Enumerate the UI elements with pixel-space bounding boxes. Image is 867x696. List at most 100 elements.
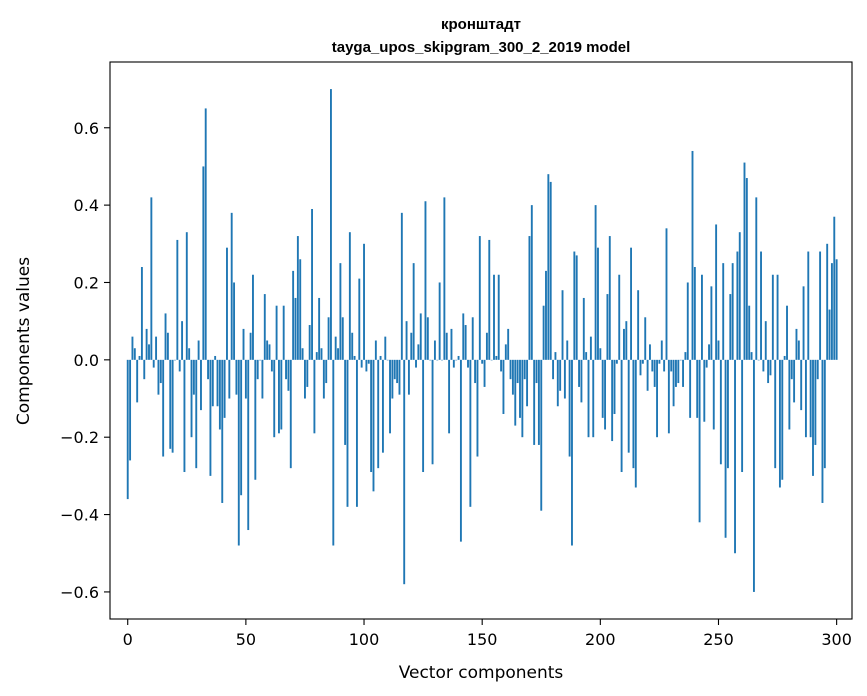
bar [812, 359, 814, 476]
bar [504, 344, 507, 360]
bar [611, 359, 614, 442]
bar [148, 344, 150, 360]
bar [582, 297, 585, 360]
bar [734, 359, 736, 554]
bar [606, 294, 609, 360]
bar [804, 359, 807, 438]
bar [301, 348, 304, 360]
bar [344, 359, 347, 445]
bar [417, 344, 420, 360]
plot-frame [109, 61, 853, 620]
bar [176, 239, 179, 360]
y-tick-label: 0.4 [74, 196, 99, 215]
bar [800, 359, 803, 411]
bar [313, 359, 316, 434]
bar [209, 359, 212, 476]
bar [547, 174, 550, 360]
bar [377, 359, 380, 469]
bar [528, 236, 531, 360]
bar [594, 205, 597, 360]
y-tick-label: 0.6 [74, 119, 99, 138]
bar [620, 359, 623, 473]
bar [278, 359, 280, 434]
bar [481, 359, 484, 364]
bar [211, 359, 214, 407]
bar [143, 359, 146, 380]
bar [363, 243, 365, 360]
bar [660, 340, 663, 360]
bar [365, 359, 368, 372]
bar [183, 359, 186, 473]
bar [325, 359, 328, 384]
bar [263, 294, 266, 360]
bar [658, 359, 661, 364]
bar [769, 359, 772, 376]
bar [223, 359, 226, 418]
bar [226, 247, 228, 360]
bar [691, 150, 694, 360]
bar [748, 305, 751, 360]
bar [216, 359, 219, 407]
bar [159, 359, 162, 384]
bar [462, 313, 465, 360]
bar [228, 359, 231, 399]
bar [155, 336, 158, 360]
bar [488, 239, 491, 360]
bar [169, 359, 172, 449]
bar [358, 278, 361, 360]
bar [485, 332, 488, 360]
bar [370, 359, 373, 473]
bar [429, 359, 432, 361]
bar [526, 359, 529, 407]
bar [717, 340, 720, 360]
bar [679, 359, 682, 361]
bar [126, 359, 129, 500]
bar [166, 332, 169, 360]
bar [826, 243, 829, 360]
bar [667, 359, 670, 434]
bar [367, 359, 370, 364]
x-tick-label: 300 [821, 630, 852, 649]
x-axis: 0 50 100 150 200 250 300 [123, 619, 852, 649]
bar [311, 208, 313, 360]
bar [381, 359, 384, 453]
bar [556, 359, 559, 407]
bar [767, 359, 770, 384]
bar [282, 305, 285, 360]
bar [244, 359, 247, 399]
bar [289, 359, 292, 469]
bar [641, 359, 644, 364]
bar [573, 251, 576, 360]
bar [233, 282, 236, 360]
bar [764, 321, 767, 360]
bar [797, 340, 800, 360]
bar [133, 348, 136, 360]
x-tick-label: 100 [349, 630, 380, 649]
bar [403, 359, 406, 585]
bar [819, 251, 822, 360]
bar [585, 352, 588, 360]
bar [705, 359, 708, 368]
bar [355, 359, 358, 507]
bar [436, 359, 439, 361]
bar [490, 359, 493, 361]
bar [575, 255, 578, 360]
bar [571, 359, 573, 546]
bar [459, 359, 462, 542]
bar [327, 317, 330, 360]
bar [781, 359, 784, 480]
bar [237, 359, 240, 546]
bar [627, 359, 630, 453]
bar [790, 359, 793, 380]
y-tick-label: 0.2 [74, 273, 99, 292]
x-tick-label: 50 [236, 630, 256, 649]
bar [495, 355, 498, 360]
bar [618, 274, 621, 360]
bar [592, 359, 595, 438]
bar [715, 224, 718, 360]
bar [202, 166, 205, 360]
bar [795, 328, 798, 360]
bar [637, 290, 640, 360]
bar [821, 359, 824, 503]
bar [578, 359, 581, 387]
